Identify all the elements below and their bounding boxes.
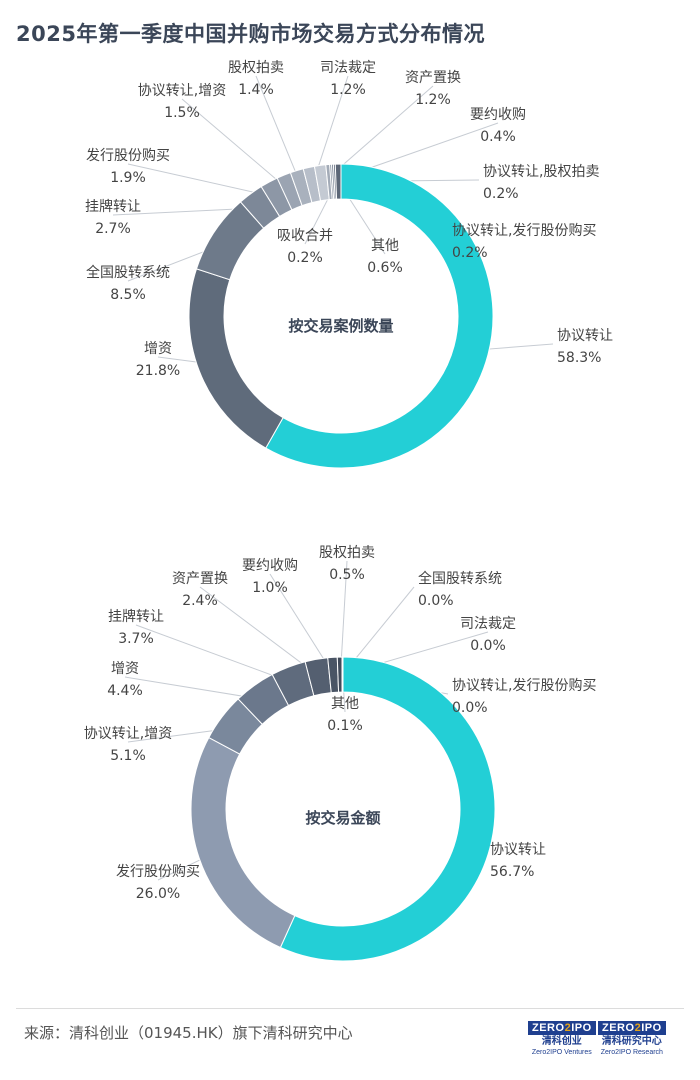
donut-center-title: 按交易金额 <box>305 809 380 827</box>
page-title: 2025年第一季度中国并购市场交易方式分布情况 <box>16 22 485 46</box>
slice-value-label: 21.8% <box>136 363 180 379</box>
slice-value-label: 0.0% <box>452 700 488 716</box>
slice-label: 协议转让 <box>490 842 546 858</box>
zero2ipo-research-logo: ZERO2IPO 清科研究中心 Zero2IPO Research <box>598 1016 666 1057</box>
slice-value-label: 0.2% <box>483 186 519 202</box>
slice-label: 挂牌转让 <box>108 608 164 625</box>
slice-label: 股权拍卖 <box>228 60 284 76</box>
leader-line <box>339 560 348 675</box>
slice-value-label: 0.1% <box>327 718 363 734</box>
slice-label: 协议转让,发行股份购买 <box>452 223 596 239</box>
slice-value-label: 8.5% <box>110 287 146 303</box>
slice-label: 司法裁定 <box>460 616 516 632</box>
slice-value-label: 56.7% <box>490 864 534 880</box>
slice-value-label: 0.0% <box>470 638 506 654</box>
slice-label: 增资 <box>144 341 172 357</box>
leader-line <box>181 98 291 192</box>
slice-value-label: 0.2% <box>287 250 323 266</box>
slice-value-label: 0.4% <box>480 129 516 145</box>
slice-value-label: 2.4% <box>182 593 218 609</box>
slice-value-label: 0.0% <box>418 593 454 609</box>
slice-value-label: 0.2% <box>452 245 488 261</box>
slice-label: 要约收购 <box>242 558 298 574</box>
footer-divider <box>16 1008 684 1009</box>
donut-center-title: 按交易案例数量 <box>288 317 393 335</box>
slice-label: 其他 <box>331 696 359 712</box>
slice-value-label: 3.7% <box>118 631 154 647</box>
slice-label: 资产置换 <box>172 570 228 587</box>
leader-line <box>199 586 320 677</box>
slice-value-label: 1.9% <box>110 170 146 186</box>
slice-label: 其他 <box>371 238 399 254</box>
slice-value-label: 0.6% <box>367 260 403 276</box>
donut-slice <box>341 656 344 693</box>
leader-line <box>135 624 295 684</box>
slice-label: 发行股份购买 <box>86 148 170 164</box>
zero2ipo-ventures-logo: ZERO2IPO 清科创业 Zero2IPO Ventures <box>528 1016 596 1057</box>
slice-label: 协议转让,发行股份购买 <box>452 678 596 694</box>
donut-slice <box>190 736 296 949</box>
slice-value-label: 2.7% <box>95 221 131 237</box>
slice-value-label: 26.0% <box>136 886 180 902</box>
slice-label: 发行股份购买 <box>116 864 200 880</box>
slice-label: 挂牌转让 <box>85 198 141 215</box>
slice-label: 协议转让,增资 <box>138 83 226 99</box>
donut-slices <box>188 163 494 469</box>
slice-value-label: 1.2% <box>415 92 451 108</box>
leader-line <box>255 75 303 188</box>
source-note: 来源：清科创业（01945.HK）旗下清科研究中心 <box>24 1024 353 1042</box>
donut-slice <box>279 656 496 962</box>
slice-label: 全国股转系统 <box>86 264 170 281</box>
slice-label: 吸收合并 <box>277 228 333 244</box>
slice-label: 司法裁定 <box>320 60 376 76</box>
slice-value-label: 4.4% <box>107 683 143 699</box>
slice-label: 协议转让,股权拍卖 <box>483 164 599 180</box>
slice-value-label: 1.4% <box>238 82 274 98</box>
slice-labels: 协议转让 58.3% 增资 21.8% 全国股转系统 8.5% 挂牌转让 2.7% 发行股份购买… <box>85 60 613 379</box>
slice-value-label: 0.5% <box>329 567 365 583</box>
slice-value-label: 1.0% <box>252 580 288 596</box>
donut-slices <box>190 656 496 962</box>
slice-label: 股权拍卖 <box>319 545 375 561</box>
slice-value-label: 5.1% <box>110 748 146 764</box>
donut-chart-by-deal-count: 协议转让 58.3% 增资 21.8% 全国股转系统 8.5% 挂牌转让 2.7% 发行股份购买… <box>85 60 613 469</box>
slice-label: 要约收购 <box>470 107 526 123</box>
slice-label: 资产置换 <box>405 69 461 86</box>
slice-label: 协议转让,增资 <box>84 726 172 742</box>
donut-slice <box>265 163 494 469</box>
slice-value-label: 58.3% <box>557 350 601 366</box>
slice-labels: 协议转让 56.7% 发行股份购买 26.0% 协议转让,增资 5.1% 增资 4.4% 挂牌转… <box>84 545 597 902</box>
slice-label: 全国股转系统 <box>418 570 502 587</box>
donut-slice <box>334 163 342 200</box>
slice-label: 增资 <box>111 661 139 677</box>
donut-chart-by-deal-amount: 协议转让 56.7% 发行股份购买 26.0% 协议转让,增资 5.1% 增资 4.4% 挂牌转… <box>84 545 597 962</box>
slice-value-label: 1.5% <box>164 105 200 121</box>
slice-value-label: 1.2% <box>330 82 366 98</box>
slice-label: 协议转让 <box>557 328 613 344</box>
